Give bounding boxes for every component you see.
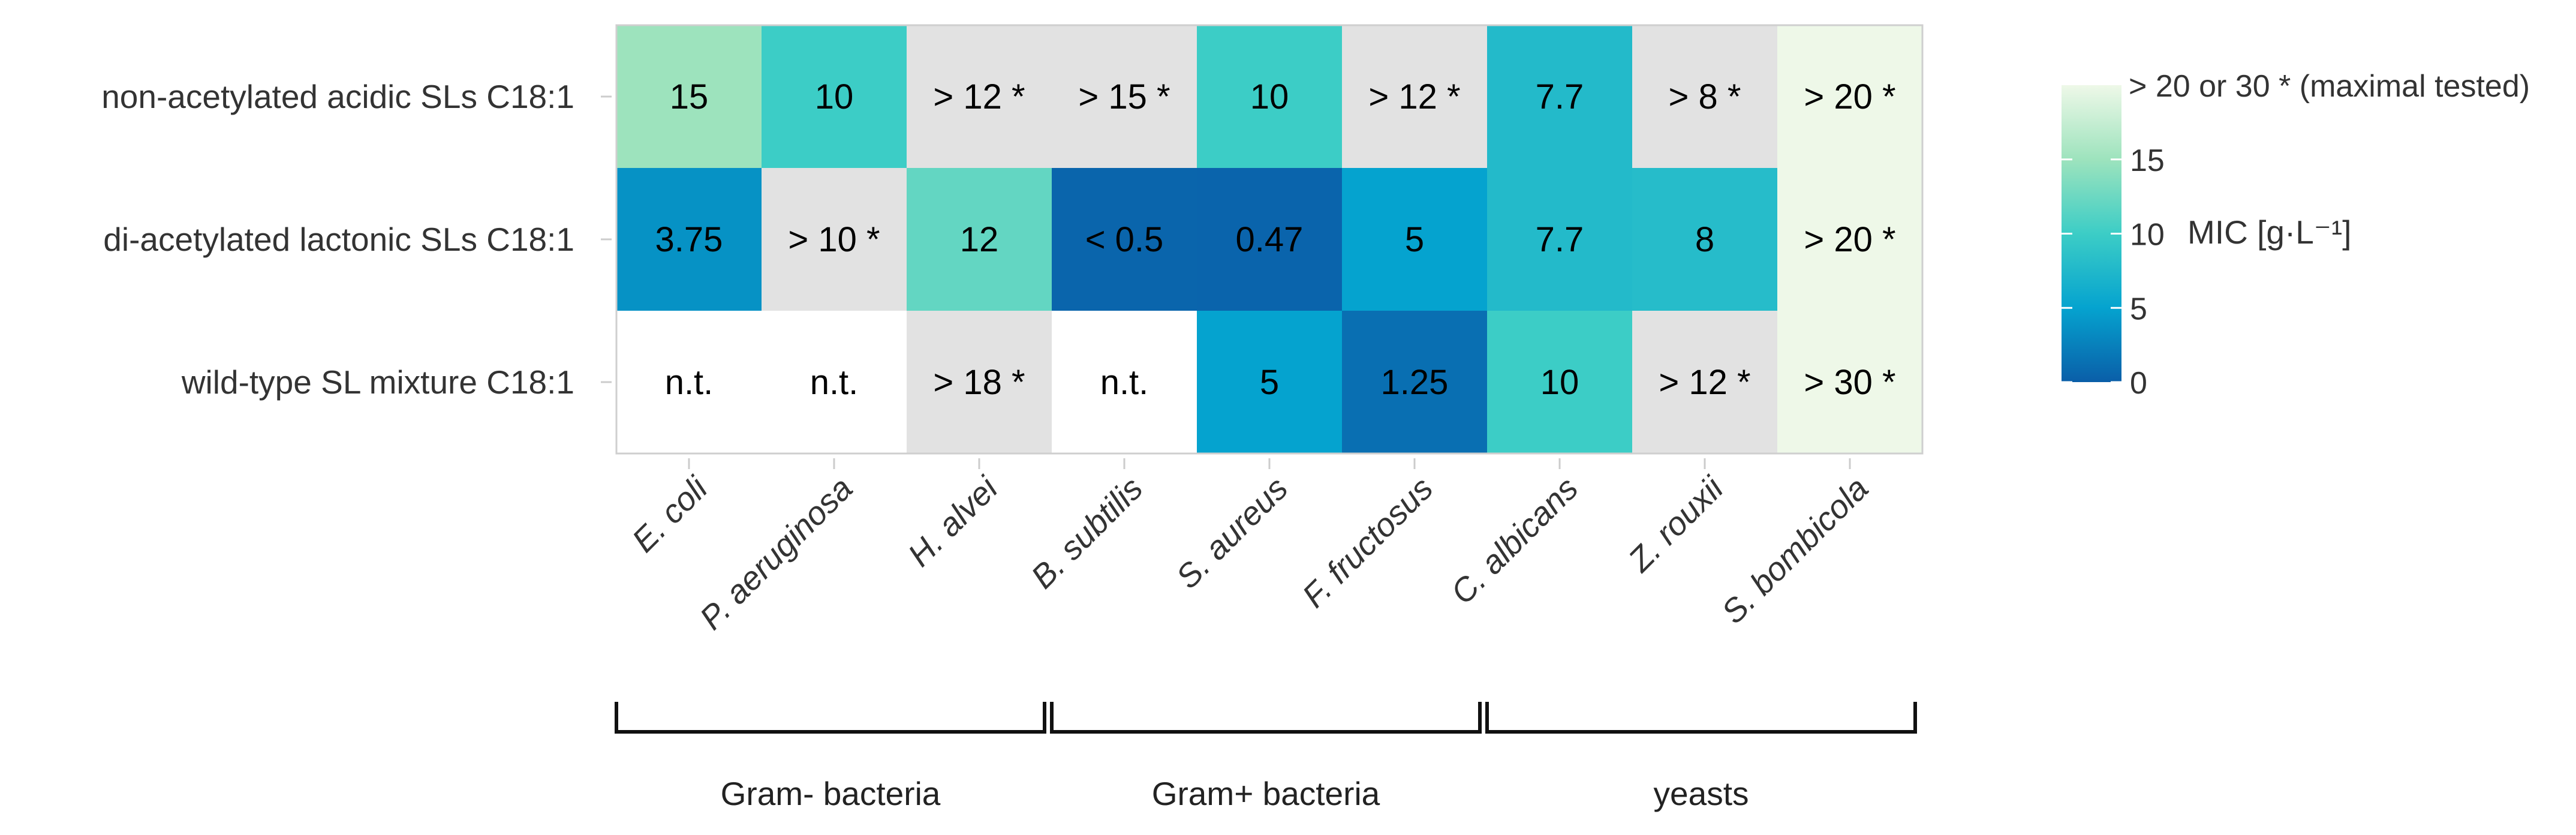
heatmap-cell xyxy=(907,311,1052,453)
cell-value-label: 7.7 xyxy=(1536,77,1584,116)
panel-border xyxy=(615,24,1924,455)
heatmap-cell xyxy=(616,25,762,168)
column-label: S. bombicola xyxy=(1714,470,1876,631)
cell-value-label: > 12 * xyxy=(1368,77,1460,116)
cell-value-label: 7.7 xyxy=(1536,220,1584,259)
cell-value-label: > 10 * xyxy=(788,220,880,259)
column-label: H. alvei xyxy=(901,468,1006,573)
cell-value-label: > 15 * xyxy=(1078,77,1170,116)
heatmap-cell xyxy=(1197,311,1342,453)
group-label: Gram+ bacteria xyxy=(1152,775,1380,812)
cell-value-label: > 20 * xyxy=(1804,220,1895,259)
row-label: wild-type SL mixture C18:1 xyxy=(181,364,574,401)
cell-value-label: 5 xyxy=(1260,363,1279,402)
heatmap-cell xyxy=(1342,168,1487,311)
legend-tick-label: 15 xyxy=(2130,143,2165,178)
heatmap-cells: 15 10 > 12 * > 15 * 10 > 12 * 7.7 > 8 * > 20 * 3.… xyxy=(616,25,1922,453)
column-label: E. coli xyxy=(625,468,715,559)
cell-value-label: n.t. xyxy=(1100,363,1149,402)
heatmap-cell xyxy=(1197,168,1342,311)
row-labels: non-acetylated acidic SLs C18:1 di-acetyl… xyxy=(101,78,612,401)
group-bracket xyxy=(615,702,1046,734)
cell-value-label: n.t. xyxy=(810,363,859,402)
heatmap-cell xyxy=(907,168,1052,311)
heatmap-cell xyxy=(1632,25,1777,168)
heatmap-cell xyxy=(1197,25,1342,168)
cell-value-label: < 0.5 xyxy=(1085,220,1164,259)
heatmap-cell xyxy=(1632,168,1777,311)
color-legend: > 20 or 30 * (maximal tested) 0 5 10 15 MIC [… xyxy=(2062,69,2530,401)
heatmap-cell xyxy=(1342,311,1487,453)
heatmap-cell xyxy=(616,168,762,311)
cell-value-label: > 8 * xyxy=(1669,77,1741,116)
cell-value-label: > 20 * xyxy=(1804,77,1895,116)
cell-value-label: > 30 * xyxy=(1804,363,1895,402)
heatmap-cell xyxy=(1052,311,1197,453)
group-bracket xyxy=(1485,702,1917,734)
cell-value-label: 5 xyxy=(1405,220,1424,259)
cell-value-label: 0.47 xyxy=(1236,220,1304,259)
heatmap-cell xyxy=(1342,25,1487,168)
column-label: S. aureus xyxy=(1169,470,1295,596)
legend-max-label: > 20 or 30 * (maximal tested) xyxy=(2129,69,2530,104)
legend-tick-label: 0 xyxy=(2130,366,2147,401)
cell-value-label: 12 xyxy=(960,220,999,259)
heatmap-cell xyxy=(762,311,907,453)
column-label: B. subtilis xyxy=(1024,470,1149,596)
cell-value-label: 1.25 xyxy=(1381,363,1449,402)
heatmap-cell xyxy=(1777,168,1922,311)
row-label: non-acetylated acidic SLs C18:1 xyxy=(101,78,574,115)
cell-value-label: n.t. xyxy=(665,363,714,402)
legend-tick-label: 5 xyxy=(2130,292,2147,326)
heatmap-cell xyxy=(1777,311,1922,453)
heatmap-cell xyxy=(762,25,907,168)
heatmap-cell xyxy=(1632,311,1777,453)
cell-value-label: > 12 * xyxy=(933,77,1025,116)
heatmap-cell xyxy=(1487,25,1632,168)
cell-value-label: > 12 * xyxy=(1659,363,1750,402)
group-label: Gram- bacteria xyxy=(721,775,941,812)
heatmap-cell xyxy=(1052,25,1197,168)
cell-value-label: 10 xyxy=(1250,77,1289,116)
column-label: Z. rouxii xyxy=(1620,468,1731,579)
cell-value-label: 10 xyxy=(815,77,854,116)
legend-title: MIC [g·L⁻¹] xyxy=(2187,214,2352,251)
heatmap-cell xyxy=(1487,168,1632,311)
column-label: F. fructosus xyxy=(1295,470,1440,615)
heatmap-cell xyxy=(1052,168,1197,311)
heatmap-cell xyxy=(1487,311,1632,453)
cell-value-label: 3.75 xyxy=(655,220,723,259)
group-brackets: Gram- bacteria Gram+ bacteria yeasts xyxy=(615,702,1917,812)
cell-value-label: > 18 * xyxy=(933,363,1025,402)
heatmap-cell xyxy=(616,311,762,453)
group-bracket xyxy=(1050,702,1482,734)
column-label: P. aeruginosa xyxy=(693,470,860,637)
heatmap-cell xyxy=(907,25,1052,168)
cell-value-label: 10 xyxy=(1540,363,1579,402)
heatmap-cell xyxy=(1777,25,1922,168)
row-label: di-acetylated lactonic SLs C18:1 xyxy=(103,221,574,258)
legend-tick-label: 10 xyxy=(2130,218,2165,253)
cell-value-label: 8 xyxy=(1695,220,1714,259)
group-label: yeasts xyxy=(1654,775,1749,812)
heatmap-cell xyxy=(762,168,907,311)
cell-value-label: 15 xyxy=(670,77,709,116)
column-label: C. albicans xyxy=(1443,470,1585,611)
